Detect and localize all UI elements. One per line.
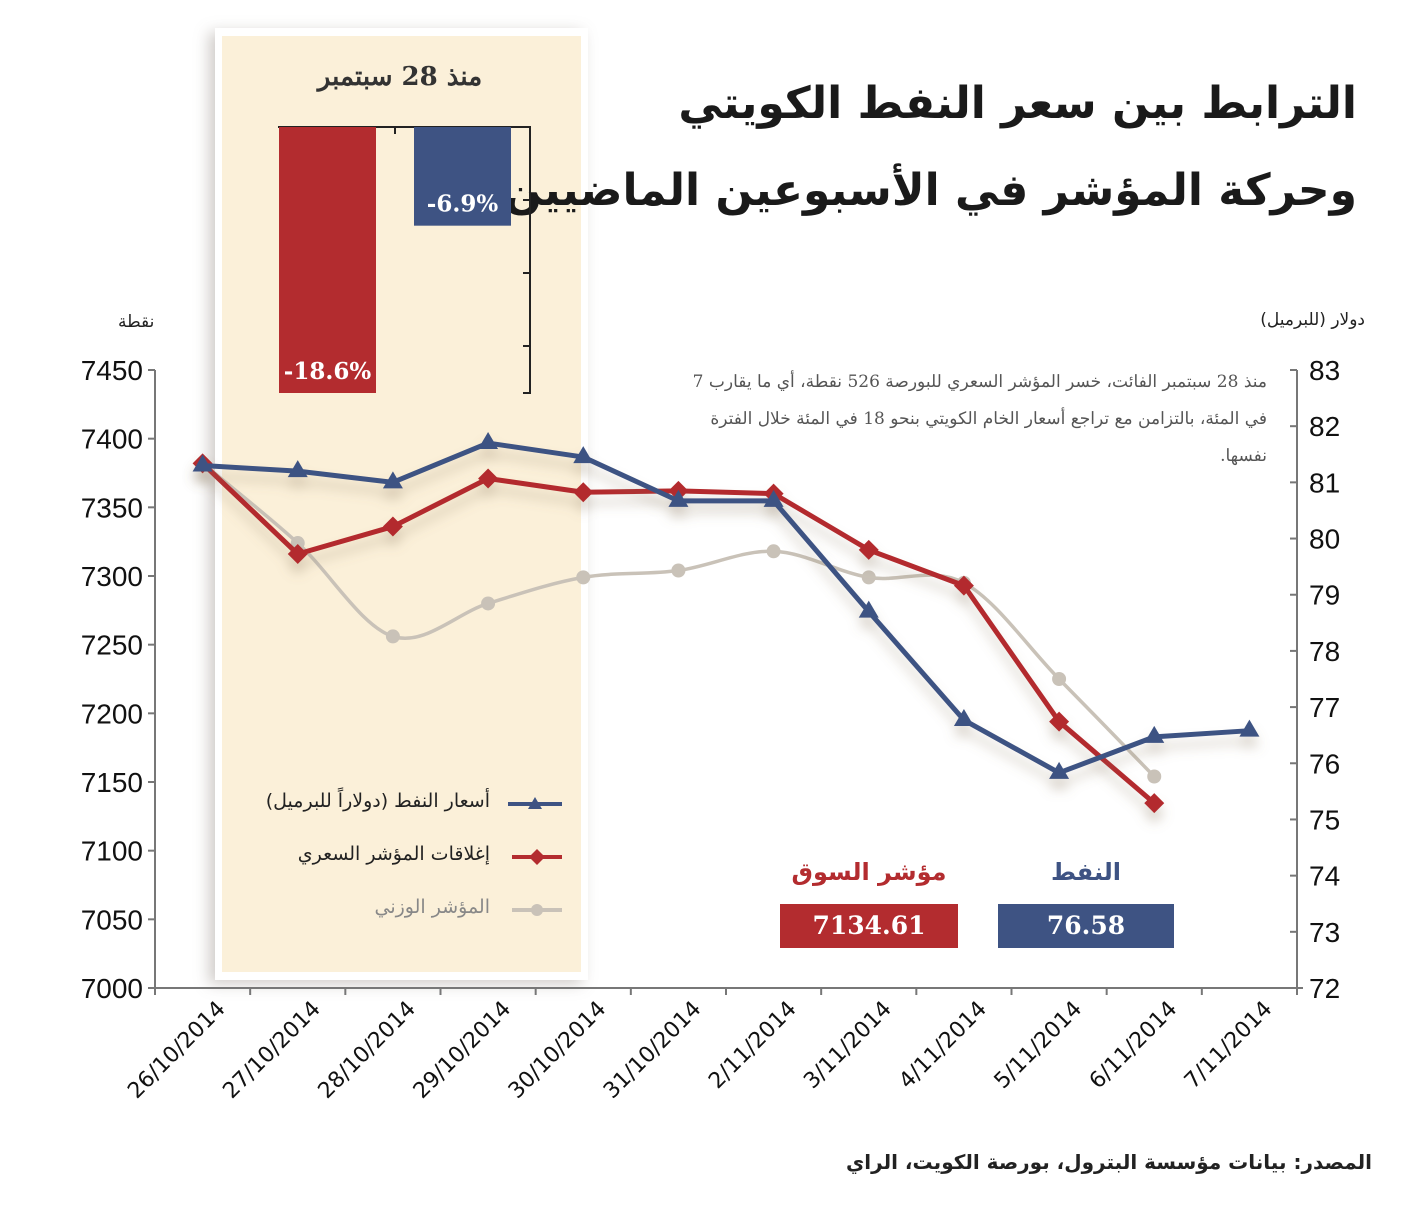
data-point-circle	[576, 570, 591, 585]
left-axis-tick-label: 7200	[81, 698, 143, 729]
series-line	[202, 440, 1250, 776]
annotation-note: منذ 28 سبتمبر الفائت، خسر المؤشر السعري …	[692, 372, 1267, 466]
series-layer	[192, 432, 1260, 814]
data-point-triangle	[953, 709, 974, 727]
data-point-triangle	[1049, 761, 1070, 779]
x-axis-tick-label: 2/11/2014	[704, 997, 801, 1094]
left-axis-tick-label: 7100	[81, 836, 143, 867]
legend-label-price-index: إغلاقات المؤشر السعري	[297, 843, 490, 865]
oil-value-badge: 76.58	[998, 904, 1174, 948]
right-axis-tick-label: 77	[1309, 692, 1340, 723]
x-axis-tick-label: 30/10/2014	[504, 997, 611, 1104]
data-point-triangle	[763, 489, 784, 507]
right-axis-tick-label: 81	[1309, 467, 1340, 498]
left-axis-tick-label: 7150	[81, 767, 143, 798]
series-oil	[192, 432, 1260, 779]
data-point-triangle	[1144, 725, 1165, 743]
legend-label-weighted-index: المؤشر الوزني	[374, 896, 491, 918]
legend-marker-triangle-icon	[508, 797, 562, 809]
inset-bar-oil	[414, 127, 511, 226]
market-index-label: مؤشر السوق	[791, 858, 947, 886]
data-point-circle	[861, 570, 876, 585]
right-axis-tick-label: 79	[1309, 580, 1340, 611]
data-point-circle	[1147, 769, 1162, 784]
legend-item-price-index: إغلاقات المؤشر السعري	[236, 843, 562, 873]
right-axis-tick-label: 83	[1309, 355, 1340, 386]
x-axis-tick-label: 7/11/2014	[1180, 997, 1277, 1094]
inset-bar-market-index	[279, 127, 376, 393]
left-axis-tick-label: 7400	[81, 424, 143, 455]
right-axis-tick-label: 80	[1309, 524, 1340, 555]
inset-bar-label: -18.6%	[284, 358, 372, 385]
x-axis-tick-label: 28/10/2014	[314, 997, 421, 1104]
right-axis-tick-label: 78	[1309, 636, 1340, 667]
data-point-circle	[671, 563, 686, 578]
x-axis-tick-label: 4/11/2014	[895, 997, 992, 1094]
right-axis-tick-label: 75	[1309, 804, 1340, 835]
x-axis-tick-label: 29/10/2014	[409, 997, 516, 1104]
inset-bar-label: -6.9%	[427, 191, 499, 218]
data-point-circle	[1052, 672, 1067, 686]
x-axis-tick-label: 3/11/2014	[799, 997, 896, 1094]
data-point-circle	[385, 629, 400, 644]
data-point-triangle	[668, 489, 689, 507]
data-point-circle	[290, 536, 305, 551]
data-point-circle	[766, 544, 781, 559]
data-point-triangle	[192, 454, 213, 472]
right-axis-tick-label: 74	[1309, 861, 1340, 892]
left-axis-tick-label: 7300	[81, 561, 143, 592]
left-axis-tick-label: 7450	[81, 355, 143, 386]
series-line	[200, 461, 1156, 806]
x-axis-tick-label: 27/10/2014	[218, 997, 325, 1104]
right-axis-unit: دولار (للبرميل)	[1260, 310, 1365, 330]
data-point-diamond	[287, 544, 308, 565]
x-axis-tick-label: 31/10/2014	[599, 997, 706, 1104]
left-axis-tick-label: 7050	[81, 904, 143, 935]
data-point-diamond	[858, 539, 879, 560]
legend-label-oil: أسعار النفط (دولاراً للبرميل)	[265, 790, 490, 812]
data-point-diamond	[953, 575, 974, 596]
data-point-triangle	[382, 471, 403, 489]
data-point-diamond	[478, 468, 499, 489]
market-index-value-badge: 7134.61	[780, 904, 958, 948]
right-axis-tick-label: 73	[1309, 917, 1340, 948]
right-axis-tick-label: 82	[1309, 411, 1340, 442]
data-point-circle	[481, 596, 496, 611]
legend-marker-circle-icon	[512, 904, 562, 916]
data-point-triangle	[858, 600, 879, 618]
data-point-triangle	[1239, 719, 1260, 737]
right-axis-tick-label: 76	[1309, 748, 1340, 779]
data-point-diamond	[1049, 711, 1070, 732]
left-axis-tick-label: 7250	[81, 630, 143, 661]
data-point-triangle	[573, 446, 594, 464]
data-point-triangle	[287, 460, 308, 478]
legend-marker-diamond-icon	[512, 849, 562, 865]
left-axis-unit: نقطة	[118, 312, 155, 332]
legend-item-weighted-index: المؤشر الوزني	[236, 896, 562, 926]
left-axis-tick-label: 7000	[81, 973, 143, 1004]
oil-label: النفط	[1050, 858, 1121, 886]
series-line	[201, 462, 1156, 778]
x-axis-tick-label: 6/11/2014	[1085, 997, 1182, 1094]
inset-title: منذ 28 سبتمبر	[317, 62, 483, 92]
right-axis-tick-label: 72	[1309, 973, 1340, 1004]
chart-title-line-2: وحركة المؤشر في الأسبوعين الماضيين	[504, 165, 1357, 216]
x-axis-tick-label: 5/11/2014	[990, 997, 1087, 1094]
data-point-diamond	[573, 482, 594, 503]
data-point-triangle	[478, 432, 499, 450]
x-axis-tick-label: 26/10/2014	[123, 997, 230, 1104]
inset-bar-chart: -18.6% -6.9%	[278, 126, 531, 394]
source-note: المصدر: بيانات مؤسسة البترول، بورصة الكو…	[845, 1150, 1372, 1174]
data-point-diamond	[382, 516, 403, 537]
left-axis-tick-label: 7350	[81, 492, 143, 523]
data-point-diamond	[1144, 793, 1165, 814]
chart-title-line-1: الترابط بين سعر النفط الكويتي	[678, 78, 1357, 129]
legend-item-oil: أسعار النفط (دولاراً للبرميل)	[236, 790, 562, 820]
